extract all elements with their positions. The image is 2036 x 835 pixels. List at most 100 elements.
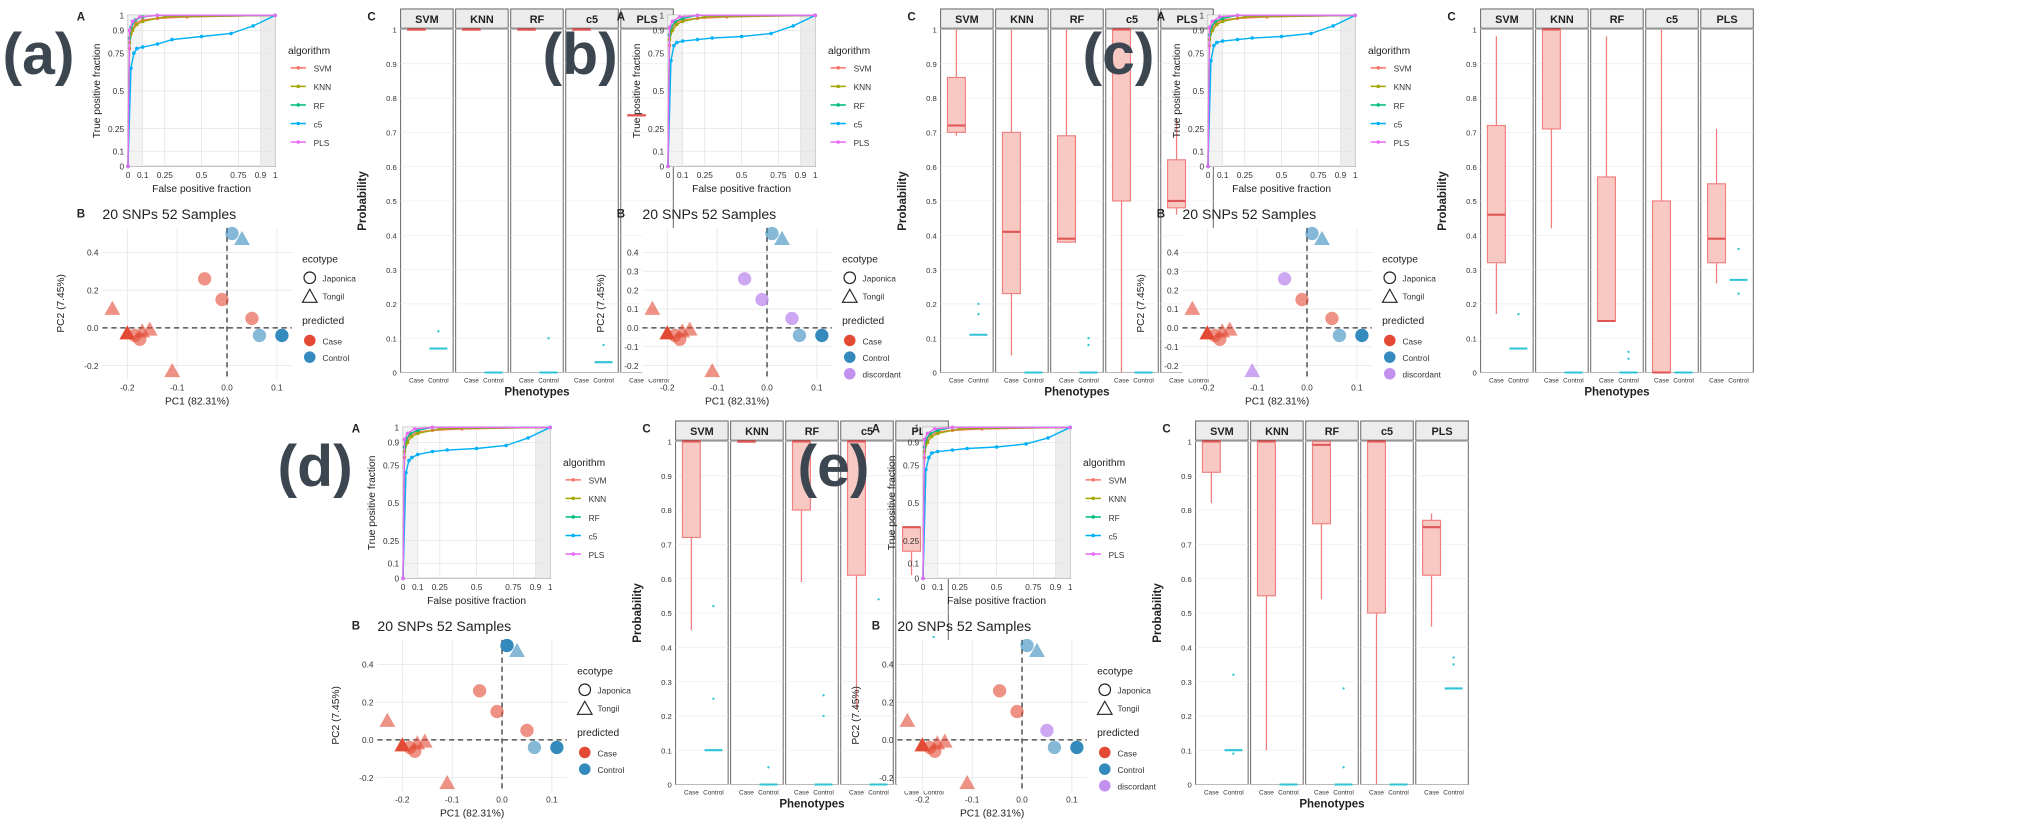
x-tick-label: 0 (126, 170, 131, 180)
y-tick-label: 0.4 (882, 660, 894, 670)
scatter-plot-area (642, 227, 832, 379)
y-tick-label: 0.1 (1167, 304, 1179, 314)
x-tick-label: Control (1673, 378, 1694, 385)
roc-point (1353, 13, 1357, 18)
scatter-point (1314, 230, 1330, 245)
legend-key (304, 334, 316, 347)
y-tick-label: 0.25 (1188, 124, 1205, 134)
roc-point (791, 24, 795, 28)
y-tick-label: 0.1 (386, 334, 397, 343)
y-tick-label: 0.4 (1181, 643, 1192, 652)
subpanel-label: B (352, 621, 360, 633)
x-tick-label: Control (868, 790, 889, 797)
legend-label: Japonica (598, 686, 632, 696)
roc-point (1210, 19, 1215, 24)
legend-title: algorithm (1083, 458, 1125, 469)
legend-key (836, 103, 841, 107)
x-tick-label: 0.0 (496, 794, 508, 804)
facet-label: PLS (1431, 426, 1452, 438)
roc-point (430, 425, 435, 430)
x-axis-label: False positive fraction (1232, 184, 1331, 195)
scatter-point (141, 321, 158, 336)
scatter-point (490, 704, 504, 719)
legend-label: SVM (1109, 476, 1127, 486)
roc-point (680, 19, 685, 24)
roc-point (273, 13, 277, 18)
scatter-plot-area (102, 227, 292, 379)
legend-label: RF (1394, 101, 1405, 111)
y-tick-label: 0.9 (113, 26, 125, 36)
legend-label: Case (598, 748, 618, 758)
roc-point (1209, 58, 1213, 63)
subpanel-label: A (617, 11, 626, 23)
facet-label: KNN (745, 426, 769, 438)
roc-point (1217, 15, 1222, 19)
x-tick-label: 0.1 (1217, 170, 1229, 180)
roc-point (666, 164, 670, 169)
legend-label: RF (589, 513, 600, 523)
figure-panel-d: (d) A 0 0 0.1 0.1 0.25 0.25 0.5 0.5 0.75 0.75 0.9 0.9… (275, 412, 949, 822)
legend-key (571, 478, 576, 482)
scatter-point (1029, 642, 1045, 657)
y-axis-label: Probability (357, 171, 369, 231)
y-tick-label: 0.6 (1181, 575, 1192, 584)
y-axis-label: True positive fraction (1172, 43, 1183, 138)
roc-point (127, 28, 132, 33)
x-tick-label: -0.2 (915, 794, 930, 804)
outlier-point (1627, 350, 1630, 354)
y-tick-label: 0.8 (661, 506, 672, 515)
x-tick-label: -0.1 (965, 794, 980, 804)
x-tick-label: Case (1544, 378, 1559, 385)
x-tick-label: Case (1114, 378, 1129, 385)
x-tick-label: 1 (813, 170, 818, 180)
y-tick-label: 0.8 (386, 94, 397, 103)
x-axis-label: Phenotypes (1584, 387, 1649, 399)
x-axis-label: PC1 (82.31%) (440, 808, 504, 819)
y-tick-label: 0.2 (1466, 300, 1477, 309)
x-tick-label: 0.5 (471, 582, 483, 592)
y-tick-label: 0.9 (386, 60, 397, 69)
subpanel-label: B (1157, 209, 1165, 221)
y-tick-label: 0.1 (653, 146, 665, 156)
facet-strip (1700, 8, 1754, 29)
roc-point (229, 31, 233, 36)
x-tick-label: 1 (273, 170, 278, 180)
legend-label: Case (1403, 336, 1423, 346)
y-tick-label: 0.2 (627, 285, 639, 295)
x-tick-label: -0.1 (1250, 382, 1265, 392)
y-tick-label: 0.9 (926, 60, 937, 69)
roc-point (410, 434, 414, 439)
roc-point (927, 455, 931, 460)
scatter-point (104, 300, 121, 315)
x-tick-label: Control (1728, 378, 1749, 385)
boxplot-box (1001, 131, 1021, 295)
legend-title: algorithm (563, 458, 605, 469)
facet-strip (400, 8, 454, 29)
legend-label: Case (323, 336, 343, 346)
roc-series-line (127, 14, 276, 167)
x-tick-label: Control (1508, 378, 1529, 385)
x-tick-label: Case (1259, 790, 1274, 797)
y-tick-label: 0.1 (661, 746, 672, 755)
x-axis-label: PC1 (82.31%) (1245, 396, 1309, 407)
legend-label: PLS (1394, 138, 1410, 148)
scatter-point (439, 775, 456, 790)
subpanel-label: C (642, 423, 650, 435)
scatter-title: 20 SNPs 52 Samples (377, 618, 511, 634)
y-tick-label: 0.4 (1466, 231, 1477, 240)
y-tick-label: 0.9 (388, 438, 400, 448)
facet-label: RF (1610, 14, 1625, 26)
legend-key (571, 496, 576, 501)
y-tick-label: 0.7 (386, 129, 397, 138)
scatter-title: 20 SNPs 52 Samples (897, 618, 1031, 634)
legend-label: SVM (1394, 64, 1412, 74)
scatter-point (959, 775, 976, 790)
roc-series-line (402, 426, 551, 579)
roc-point (1068, 425, 1072, 430)
legend-label: c5 (589, 531, 598, 541)
legend-key (303, 271, 317, 285)
y-tick-label: 1 (933, 26, 937, 35)
x-tick-label: Case (849, 790, 864, 797)
scatter-title: 20 SNPs 52 Samples (102, 206, 236, 222)
roc-series-line (1207, 14, 1356, 167)
